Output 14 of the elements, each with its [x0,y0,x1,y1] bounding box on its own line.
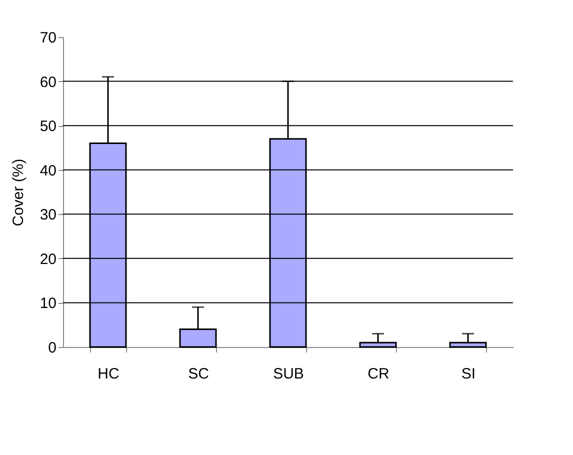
y-tick-label: 30 [40,206,56,224]
y-axis-title: Cover (%) [10,158,27,226]
x-tick-label: SC [188,366,210,382]
y-tick-label: 40 [40,162,56,180]
x-tick-label: SI [461,366,476,382]
x-tick-label: HC [98,366,120,382]
x-tick-label: SUB [273,366,304,382]
y-tick-label: 0 [48,340,56,356]
y-tick-label: 20 [40,250,56,268]
y-tick-label: 10 [40,295,56,312]
y-tick-label: 60 [40,74,56,91]
y-tick-label: 70 [40,30,56,46]
y-tick-label: 50 [40,118,56,136]
x-tick-label: CR [368,366,390,382]
